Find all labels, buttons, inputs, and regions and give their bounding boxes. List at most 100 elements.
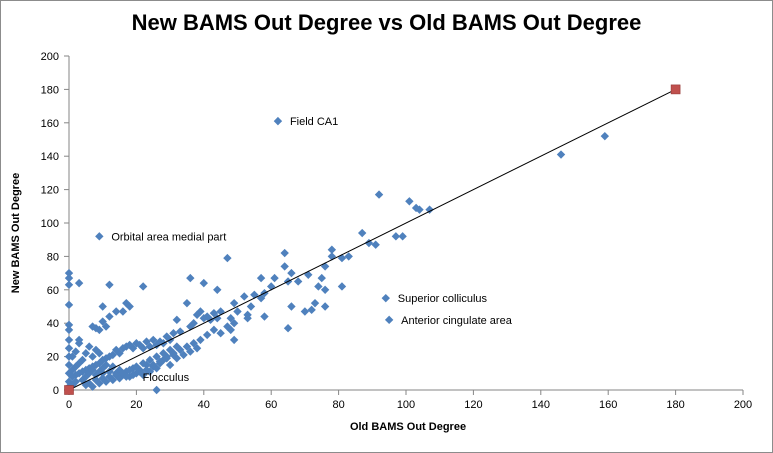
data-point <box>105 280 114 289</box>
data-point <box>270 273 279 283</box>
y-tick-label: 160 <box>41 118 59 130</box>
data-point <box>381 293 390 303</box>
data-point <box>81 349 91 358</box>
data-point <box>405 197 414 206</box>
data-point <box>152 385 161 395</box>
data-point <box>283 324 293 333</box>
y-tick-label: 120 <box>41 185 59 197</box>
data-point <box>337 282 347 291</box>
data-point <box>162 354 171 363</box>
data-point <box>320 285 330 294</box>
data-point <box>344 252 353 261</box>
data-point <box>64 273 74 283</box>
data-point <box>91 370 101 380</box>
endpoint-marker <box>64 385 74 395</box>
data-point <box>223 253 232 263</box>
data-point <box>108 375 118 385</box>
data-point <box>169 329 178 338</box>
y-tick-label: 80 <box>47 251 59 263</box>
data-point <box>371 240 380 249</box>
annotation-label: Flocculus <box>143 372 190 384</box>
x-tick-label: 60 <box>265 399 277 411</box>
data-point <box>122 372 131 381</box>
data-point <box>98 302 107 311</box>
data-point <box>74 359 84 368</box>
data-point <box>71 377 80 386</box>
y-tick-label: 200 <box>41 51 59 63</box>
data-point <box>64 344 74 353</box>
data-point <box>125 302 134 311</box>
annotation-label: Orbital area medial part <box>111 231 226 243</box>
data-point <box>391 232 401 241</box>
data-point <box>287 302 296 311</box>
y-tick-label: 20 <box>47 352 59 364</box>
data-point <box>111 307 121 316</box>
data-point <box>118 369 128 378</box>
chart-title: New BAMS Out Degree vs Old BAMS Out Degr… <box>131 10 642 35</box>
y-tick-label: 60 <box>47 285 59 297</box>
annotation-label: Anterior cingulate area <box>401 315 513 327</box>
data-point <box>307 305 316 315</box>
data-point <box>98 317 107 326</box>
data-point <box>327 245 337 254</box>
data-point <box>384 315 394 325</box>
data-point <box>128 344 138 353</box>
x-tick-label: 160 <box>599 399 617 411</box>
x-tick-label: 180 <box>666 399 684 411</box>
data-point <box>115 349 124 358</box>
data-point <box>260 312 269 321</box>
data-point <box>169 350 178 360</box>
data-point <box>64 320 74 330</box>
data-point <box>209 308 219 318</box>
data-point <box>155 357 165 366</box>
data-point <box>280 262 289 271</box>
y-tick-label: 100 <box>41 218 59 230</box>
data-point <box>165 360 175 370</box>
data-point <box>216 329 225 338</box>
data-point <box>172 342 182 351</box>
data-point <box>88 352 97 361</box>
data-point <box>320 302 330 311</box>
data-point <box>88 382 97 391</box>
y-tick-label: 140 <box>41 151 59 163</box>
x-tick-label: 120 <box>464 399 482 411</box>
data-point <box>138 282 148 291</box>
y-tick-label: 180 <box>41 84 59 96</box>
data-point <box>95 325 104 335</box>
data-point <box>78 355 87 365</box>
data-point <box>256 273 266 283</box>
data-point <box>186 273 195 283</box>
data-point <box>364 238 374 248</box>
data-point <box>142 365 151 375</box>
data-point <box>192 344 202 353</box>
data-point <box>213 285 222 294</box>
data-point <box>314 282 323 291</box>
data-point <box>411 203 421 213</box>
x-tick-label: 40 <box>198 399 210 411</box>
data-point <box>209 325 219 335</box>
reference-line <box>68 88 676 391</box>
data-point <box>287 268 296 278</box>
data-point <box>74 335 84 345</box>
data-point <box>317 273 326 283</box>
data-point <box>273 116 283 126</box>
data-point <box>556 150 566 159</box>
data-point <box>186 347 195 356</box>
data-point <box>229 335 239 345</box>
data-point <box>243 313 252 323</box>
x-tick-label: 80 <box>332 399 344 411</box>
data-point <box>229 319 239 328</box>
data-point <box>98 374 107 383</box>
data-point <box>88 365 97 375</box>
data-point <box>162 332 171 341</box>
data-point <box>425 205 434 214</box>
data-point <box>196 335 205 345</box>
data-point <box>199 278 208 288</box>
data-point <box>149 335 158 345</box>
data-point <box>85 342 94 351</box>
data-point <box>310 298 320 308</box>
data-point <box>64 335 74 345</box>
x-axis-label: Old BAMS Out Degree <box>349 421 467 433</box>
data-point <box>128 370 138 380</box>
